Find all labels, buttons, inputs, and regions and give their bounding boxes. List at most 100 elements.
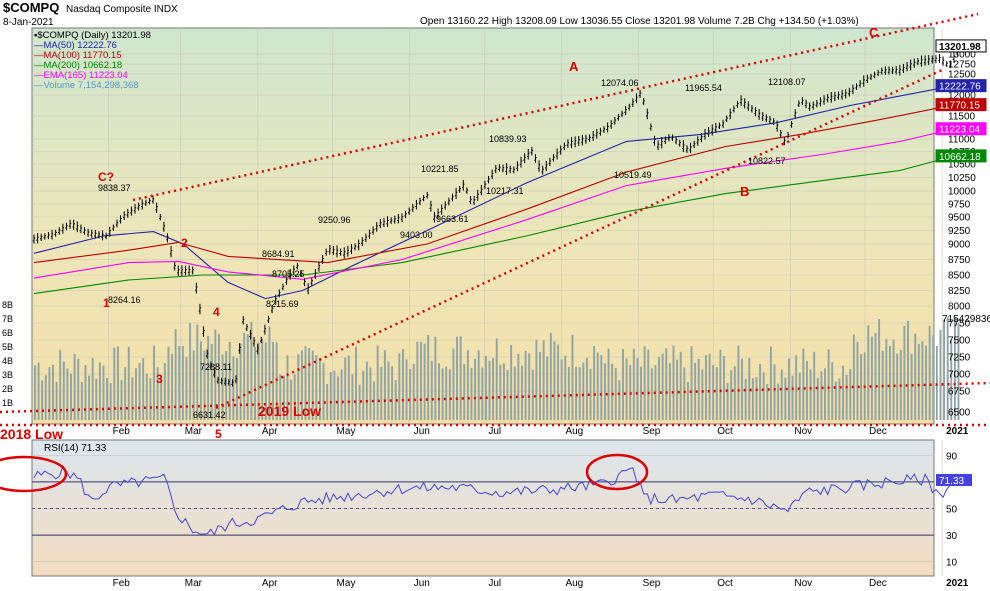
ma50-line bbox=[33, 85, 955, 300]
volume-bar bbox=[376, 345, 379, 420]
y-tick-12500: 12500 bbox=[948, 70, 976, 81]
volume-bar bbox=[293, 374, 296, 420]
legend-item-2: —MA(100) 11770.15 bbox=[34, 50, 122, 61]
chart-legend: ▪$COMPQ (Daily) 13201.98—MA(50) 12222.76… bbox=[34, 30, 151, 91]
rsi-x-tick-Feb: Feb bbox=[113, 578, 131, 589]
volume-bar bbox=[319, 359, 321, 420]
rsi-x-tick-Aug: Aug bbox=[565, 578, 583, 589]
volume-bar bbox=[445, 366, 448, 420]
price-annotations: 9838.37 8264.16 8684.91 8705.25 8215.69 7288.… bbox=[98, 77, 806, 420]
value-tag-box bbox=[935, 98, 987, 112]
volume-bar bbox=[759, 363, 762, 420]
volume-bar bbox=[239, 343, 242, 420]
price-label-10519.49: 10519.49 bbox=[614, 170, 652, 180]
ma200-line bbox=[33, 155, 955, 295]
volume-bar bbox=[66, 368, 69, 420]
x-tick-Feb: Feb bbox=[113, 426, 131, 437]
volume-bar bbox=[131, 377, 134, 420]
rsi-circle-sep bbox=[585, 453, 649, 491]
volume-bar bbox=[181, 345, 184, 420]
price-label-9663.61: 9663.61 bbox=[436, 214, 469, 224]
volume-bar bbox=[171, 353, 173, 420]
y-tick-7000: 7000 bbox=[948, 370, 971, 381]
volume-bar bbox=[705, 354, 707, 420]
value-tag-box bbox=[935, 79, 987, 93]
vol-tick-6B: 6B bbox=[2, 328, 13, 338]
volume-bar bbox=[286, 355, 289, 420]
y-tick-8500: 8500 bbox=[948, 271, 971, 282]
wave-label-C?: C? bbox=[98, 170, 114, 184]
volume-bar bbox=[228, 341, 231, 420]
wave-label-5: 5 bbox=[215, 427, 222, 441]
volume-bar bbox=[412, 363, 415, 420]
x-tick-Mar: Mar bbox=[185, 426, 203, 437]
value-tag-10662.18: 10662.18 bbox=[939, 152, 981, 163]
volume-bar bbox=[596, 352, 599, 420]
volume-last-label: 7154298368 bbox=[942, 314, 990, 325]
volume-bar bbox=[777, 383, 780, 420]
volume-bar bbox=[463, 364, 466, 420]
volume-bar bbox=[567, 366, 570, 420]
volume-bar bbox=[484, 355, 487, 420]
volume-bar bbox=[297, 354, 300, 420]
volume-bar bbox=[860, 353, 863, 420]
y-tick-9250: 9250 bbox=[948, 226, 971, 237]
volume-bar bbox=[907, 320, 909, 420]
volume-bar bbox=[845, 374, 848, 420]
volume-bar bbox=[575, 366, 578, 420]
volume-bar bbox=[398, 353, 401, 420]
rising-support-line bbox=[215, 68, 943, 410]
volume-axis: 8B 7B 6B 5B 4B 3B 2B 1B 7154298368 bbox=[2, 300, 990, 408]
volume-bar bbox=[647, 349, 650, 420]
rsi-value-box bbox=[936, 474, 972, 486]
volume-bar bbox=[896, 353, 899, 420]
volume-bar bbox=[160, 375, 163, 420]
volume-bar bbox=[41, 380, 44, 420]
y-tick-7750: 7750 bbox=[948, 319, 971, 330]
volume-bar bbox=[492, 358, 495, 420]
ema165-line bbox=[33, 128, 955, 280]
volume-bar bbox=[506, 369, 509, 420]
volume-bar bbox=[744, 378, 747, 420]
y-tick-9750: 9750 bbox=[948, 200, 971, 211]
volume-bar bbox=[553, 341, 556, 420]
volume-bar bbox=[174, 329, 177, 420]
volume-bar bbox=[914, 333, 917, 420]
volume-bar bbox=[272, 341, 275, 420]
y-tick-13000: 13000 bbox=[948, 50, 976, 61]
volume-bar bbox=[163, 363, 166, 420]
volume-bar bbox=[932, 335, 935, 420]
volume-bar bbox=[510, 345, 513, 420]
volume-bar bbox=[531, 369, 534, 420]
volume-bar bbox=[806, 361, 808, 420]
wave-label-4: 4 bbox=[213, 305, 220, 319]
volume-bar bbox=[741, 358, 743, 420]
volume-bar bbox=[910, 353, 913, 420]
volume-bar bbox=[192, 350, 195, 420]
volume-bar bbox=[502, 363, 505, 420]
volume-bar bbox=[102, 365, 105, 420]
vol-tick-3B: 3B bbox=[2, 370, 13, 380]
volume-bar bbox=[834, 381, 837, 420]
volume-bar bbox=[784, 377, 787, 420]
y-tick-9000: 9000 bbox=[948, 240, 971, 251]
volume-bar bbox=[214, 329, 217, 420]
rsi-x-tick-Jul: Jul bbox=[488, 578, 501, 589]
volume-bar bbox=[488, 360, 491, 420]
volume-bar bbox=[943, 319, 946, 420]
price-bars bbox=[32, 44, 959, 387]
volume-bar bbox=[521, 365, 523, 420]
volume-bar bbox=[723, 356, 725, 420]
price-label-10822.57: 10822.57 bbox=[748, 156, 786, 166]
price-label-9403.00: 9403.00 bbox=[400, 230, 433, 240]
volume-bar bbox=[517, 353, 520, 420]
volume-bar bbox=[614, 368, 617, 420]
volume-bar bbox=[708, 353, 711, 420]
volume-bar bbox=[733, 366, 736, 420]
volume-bar bbox=[762, 372, 765, 420]
volume-bar bbox=[70, 373, 72, 420]
volume-bar bbox=[885, 338, 888, 420]
volume-bar bbox=[109, 382, 112, 420]
volume-bar bbox=[401, 349, 404, 420]
volume-bar bbox=[607, 348, 610, 420]
